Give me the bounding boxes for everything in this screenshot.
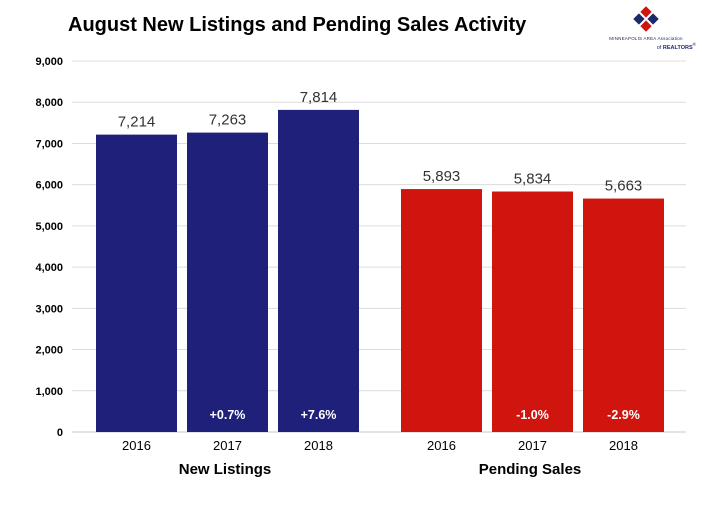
bar [96, 134, 177, 432]
data-label: 5,893 [423, 168, 461, 185]
logo-mark-icon [633, 6, 659, 32]
y-tick-label: 5,000 [35, 221, 63, 233]
logo-of-text: of [656, 44, 662, 51]
y-tick-label: 1,000 [35, 386, 63, 398]
bar [401, 189, 482, 432]
y-tick-label: 4,000 [35, 262, 63, 274]
y-tick-label: 6,000 [35, 180, 63, 192]
y-tick-label: 9,000 [35, 56, 63, 68]
data-label: 7,814 [300, 89, 338, 106]
y-tick-label: 2,000 [35, 345, 63, 357]
y-tick-label: 0 [57, 427, 63, 439]
x-tick-label: 2017 [213, 438, 242, 453]
change-label: -2.9% [607, 408, 640, 422]
x-tick-label: 2016 [427, 438, 456, 453]
x-tick-label: 2018 [304, 438, 333, 453]
bar [583, 198, 664, 432]
change-label: +7.6% [301, 408, 337, 422]
data-label: 7,263 [209, 112, 247, 129]
realtors-logo: MINNEAPOLIS AREA Association of REALTORS… [596, 6, 696, 51]
data-label: 5,834 [514, 171, 552, 188]
change-label: +0.7% [210, 408, 246, 422]
group-label: New Listings [179, 461, 272, 478]
x-tick-label: 2018 [609, 438, 638, 453]
logo-registered-mark: ® [692, 42, 696, 47]
x-tick-label: 2016 [122, 438, 151, 453]
y-tick-label: 3,000 [35, 303, 63, 315]
chart-title: August New Listings and Pending Sales Ac… [68, 14, 527, 36]
data-label: 7,214 [118, 114, 156, 131]
y-tick-label: 8,000 [35, 97, 63, 109]
logo-name-text: REALTORS [662, 44, 693, 51]
change-label: -1.0% [516, 408, 549, 422]
bar [492, 191, 573, 432]
logo-realtors-text: of REALTORS® [596, 42, 696, 51]
logo-association-text: MINNEAPOLIS AREA Association [609, 36, 683, 41]
y-tick-label: 7,000 [35, 138, 63, 150]
bar [278, 109, 359, 432]
x-tick-label: 2017 [518, 438, 547, 453]
group-label: Pending Sales [479, 461, 582, 478]
bar [187, 132, 268, 432]
data-label: 5,663 [605, 178, 643, 195]
